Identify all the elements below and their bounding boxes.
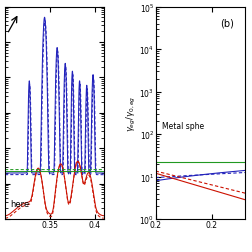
Text: here: here [10,200,29,209]
Text: Metal sphe: Metal sphe [161,121,203,130]
Y-axis label: $\gamma_{eg}$/$\gamma_{0,eg}$: $\gamma_{eg}$/$\gamma_{0,eg}$ [124,96,137,131]
Text: (b): (b) [219,18,233,28]
